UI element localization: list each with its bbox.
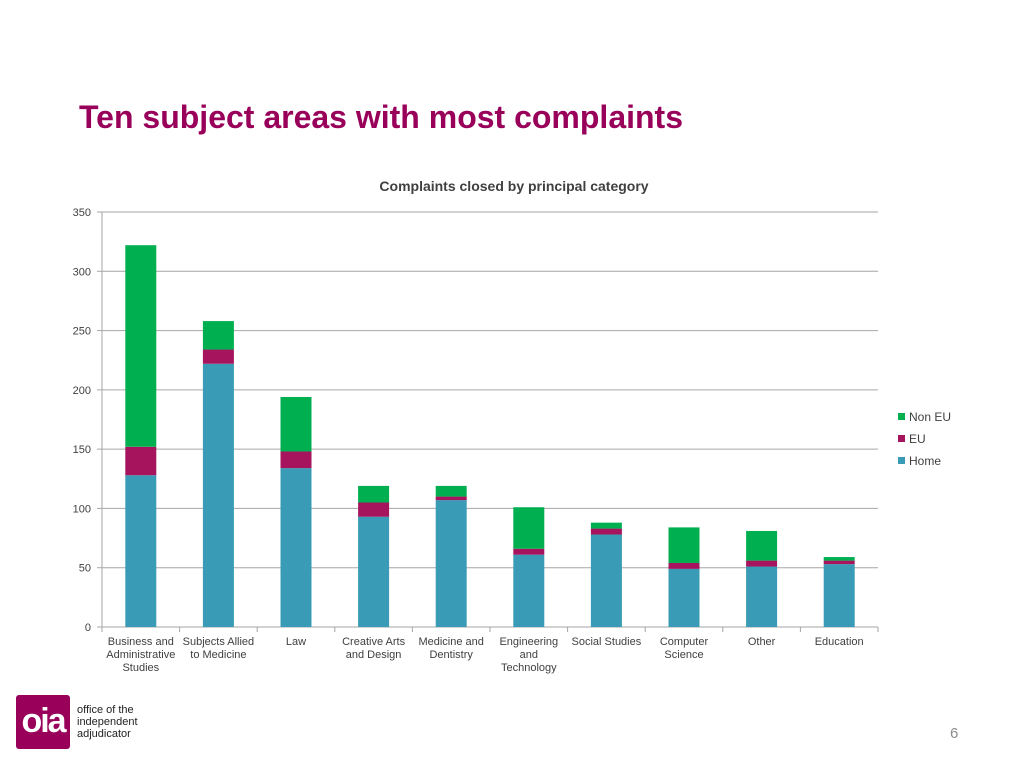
- x-tick-label: Social Studies: [572, 636, 642, 648]
- bar-segment-eu: [513, 548, 545, 555]
- bar-segment-non-eu: [358, 485, 390, 503]
- bar-segment-non-eu: [125, 245, 157, 447]
- bar-segment-non-eu: [590, 522, 622, 529]
- legend: Non EU EU Home: [898, 410, 951, 468]
- chart-title: Complaints closed by principal category: [379, 178, 648, 194]
- x-tick-labels: Business and Administrative Studies Subject…: [106, 636, 863, 674]
- bar-segment-eu: [668, 562, 700, 569]
- x-tick-label: Business and Administrative Studies: [106, 636, 175, 674]
- bar-segment-eu: [435, 496, 467, 501]
- x-tick-label: Other: [748, 636, 776, 648]
- bar-segment-non-eu: [435, 485, 467, 497]
- x-tick-label: Creative Arts and Design: [342, 636, 405, 661]
- logo-line: independent: [77, 716, 138, 728]
- logo-text: office of the independent adjudicator: [77, 704, 167, 740]
- legend-swatch: [898, 457, 905, 464]
- slide-title: Ten subject areas with most complaints: [79, 99, 683, 135]
- x-tick-label: Subjects Allied to Medicine: [183, 636, 255, 661]
- bar-segment-non-eu: [513, 507, 545, 549]
- bar-segment-home: [513, 554, 545, 627]
- bar-segment-eu: [202, 349, 234, 364]
- bar-segment-eu: [823, 560, 855, 565]
- bar-segment-eu: [280, 451, 312, 469]
- bar-segment-home: [358, 516, 390, 627]
- legend-swatch: [898, 435, 905, 442]
- page-number: 6: [950, 725, 959, 742]
- bar-segment-home: [202, 363, 234, 627]
- y-tick-label: 300: [73, 266, 91, 278]
- legend-label: Home: [909, 454, 941, 468]
- bar-segment-home: [590, 534, 622, 627]
- bars: [125, 245, 855, 627]
- stacked-bar-chart: Complaints closed by principal category …: [73, 178, 951, 674]
- x-tick-label: Education: [815, 636, 864, 648]
- y-tick-label: 100: [73, 503, 91, 515]
- x-tick-label: Law: [286, 636, 306, 648]
- bar-segment-non-eu: [746, 530, 778, 561]
- bar-segment-eu: [125, 446, 157, 476]
- bar-segment-non-eu: [668, 527, 700, 563]
- logo-line: office of the: [77, 704, 134, 716]
- logo-mark: oia: [16, 695, 70, 749]
- bar-segment-eu: [590, 528, 622, 535]
- oia-logo: oia office of the independent adjudicato…: [16, 695, 156, 751]
- y-tick-label: 350: [73, 207, 91, 219]
- legend-swatch: [898, 413, 905, 420]
- y-tick-label: 150: [73, 444, 91, 456]
- bar-segment-home: [125, 475, 157, 627]
- bar-segment-eu: [746, 560, 778, 567]
- x-tick-label: Medicine and Dentistry: [418, 636, 483, 661]
- bar-segment-home: [435, 500, 467, 627]
- y-tick-label: 0: [85, 622, 91, 634]
- legend-label: EU: [909, 432, 926, 446]
- bar-segment-home: [823, 564, 855, 627]
- bar-segment-non-eu: [280, 396, 312, 452]
- bar-segment-eu: [358, 502, 390, 517]
- y-tick-label: 200: [73, 385, 91, 397]
- bar-segment-non-eu: [823, 557, 855, 561]
- x-tick-label: Engineering and Technology: [499, 636, 558, 674]
- bar-segment-home: [746, 566, 778, 627]
- y-tick-label: 250: [73, 326, 91, 338]
- y-tick-label: 50: [79, 563, 91, 575]
- bar-segment-home: [280, 468, 312, 627]
- bar-segment-home: [668, 568, 700, 627]
- x-tick-label: Computer Science: [660, 636, 709, 661]
- logo-line: adjudicator: [77, 728, 131, 740]
- bar-segment-non-eu: [202, 321, 234, 350]
- legend-label: Non EU: [909, 410, 951, 424]
